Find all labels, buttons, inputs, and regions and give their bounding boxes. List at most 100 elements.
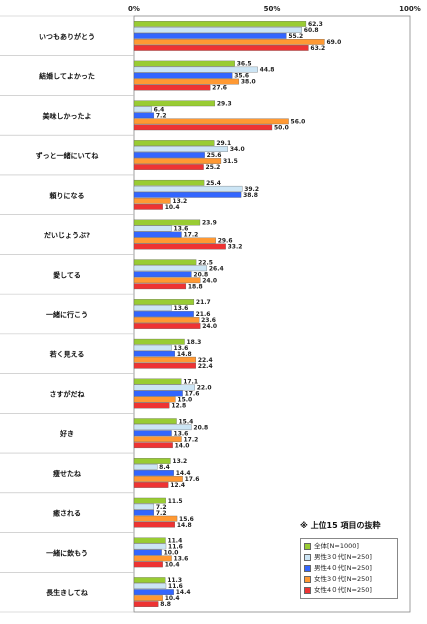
bar — [133, 185, 243, 192]
bar — [133, 543, 167, 550]
data-label: 22.4 — [198, 357, 213, 364]
data-label: 29.3 — [217, 100, 232, 107]
bar — [133, 344, 172, 351]
bar — [133, 84, 211, 91]
data-label: 60.8 — [304, 27, 319, 34]
bar — [133, 601, 159, 607]
bar — [133, 362, 196, 369]
x-tick-label-2: 100% — [399, 5, 421, 13]
bar — [133, 283, 187, 290]
data-label: 17.2 — [183, 436, 198, 443]
legend-label-2: 男性4０代[N=250] — [314, 564, 372, 572]
bar — [133, 27, 302, 33]
bar — [133, 78, 240, 85]
data-label: 10.4 — [165, 595, 180, 602]
bar — [133, 396, 176, 403]
bar — [133, 549, 162, 556]
data-label: 34.0 — [230, 146, 245, 153]
data-label: 10.4 — [165, 204, 180, 211]
bar — [133, 33, 287, 39]
legend-label-3: 女性3０代[N=250] — [314, 575, 372, 583]
bar — [133, 384, 195, 391]
category-label: 長生きしてね — [46, 588, 89, 597]
data-label: 11.3 — [167, 577, 182, 584]
bar — [133, 152, 205, 158]
bar — [133, 317, 200, 323]
legend-item-0: 全体[N=1000] — [304, 541, 394, 552]
data-label: 15.4 — [179, 418, 194, 425]
data-label: 8.8 — [160, 601, 171, 608]
data-label: 17.6 — [185, 391, 200, 398]
data-label: 29.1 — [216, 140, 231, 147]
data-label: 15.0 — [177, 397, 192, 404]
legend-label-0: 全体[N=1000] — [314, 542, 359, 550]
bar — [133, 197, 171, 204]
category-label: ずっと一緒にいてね — [36, 151, 100, 160]
category-label: 痩せたね — [53, 469, 82, 478]
data-label: 10.0 — [164, 550, 179, 557]
bar — [133, 118, 289, 125]
data-label: 8.4 — [159, 464, 170, 471]
data-label: 11.4 — [167, 538, 182, 545]
x-tick-label-0: 0% — [128, 5, 140, 13]
bar — [133, 164, 204, 170]
bar — [133, 323, 201, 329]
bar — [133, 402, 170, 409]
data-label: 11.5 — [168, 498, 183, 505]
data-label: 31.5 — [223, 158, 238, 165]
bar — [133, 464, 158, 470]
bar — [133, 509, 155, 516]
chart-legend: 全体[N=1000] 男性3０代[N=250] 男性4０代[N=250] 女性3… — [300, 538, 398, 599]
category-label: いつもありがとう — [39, 32, 95, 41]
data-label: 50.0 — [274, 124, 289, 131]
data-label: 22.5 — [198, 259, 213, 266]
bar — [133, 305, 172, 311]
data-label: 24.0 — [202, 323, 217, 330]
category-label: 美味しかったよ — [43, 111, 92, 120]
bar — [133, 350, 175, 357]
data-label: 36.5 — [237, 61, 252, 68]
bar — [133, 158, 222, 164]
bar — [133, 124, 273, 131]
data-label: 14.8 — [177, 522, 192, 529]
data-label: 39.2 — [244, 186, 259, 193]
data-label: 20.8 — [193, 424, 208, 431]
data-label: 21.7 — [196, 299, 211, 306]
data-label: 13.6 — [174, 305, 189, 312]
data-label: 27.6 — [212, 85, 227, 92]
data-label: 13.6 — [174, 430, 189, 437]
data-label: 13.6 — [174, 556, 189, 563]
bar — [133, 521, 175, 528]
bar — [133, 497, 166, 504]
category-label: 一緒に飲もう — [46, 548, 88, 557]
data-label: 15.6 — [179, 516, 194, 523]
data-label: 26.4 — [209, 265, 224, 272]
chart-note: ※ 上位15 項目の抜粋 — [300, 521, 381, 530]
data-label: 10.4 — [165, 562, 180, 569]
legend-item-3: 女性3０代[N=250] — [304, 574, 394, 585]
category-label: 結婚してよかった — [39, 72, 95, 81]
data-label: 13.2 — [172, 198, 187, 205]
data-label: 29.6 — [218, 238, 233, 245]
bar — [133, 299, 195, 305]
bar — [133, 424, 192, 431]
legend-label-4: 女性4０代[N=250] — [314, 586, 372, 594]
data-label: 33.2 — [228, 244, 243, 251]
category-label: 愛してる — [53, 270, 81, 279]
data-label: 17.2 — [183, 232, 198, 239]
bar — [133, 271, 192, 278]
bar — [133, 311, 194, 317]
legend-item-2: 男性4０代[N=250] — [304, 563, 394, 574]
data-label: 22.4 — [198, 363, 213, 370]
bar — [133, 378, 182, 385]
data-label: 11.6 — [168, 544, 183, 551]
bar — [133, 277, 201, 284]
data-label: 38.8 — [243, 192, 258, 199]
legend-swatch-4 — [304, 587, 311, 594]
bar — [133, 146, 228, 152]
bar — [133, 243, 226, 250]
bar — [133, 39, 325, 45]
data-label: 14.8 — [177, 351, 192, 358]
